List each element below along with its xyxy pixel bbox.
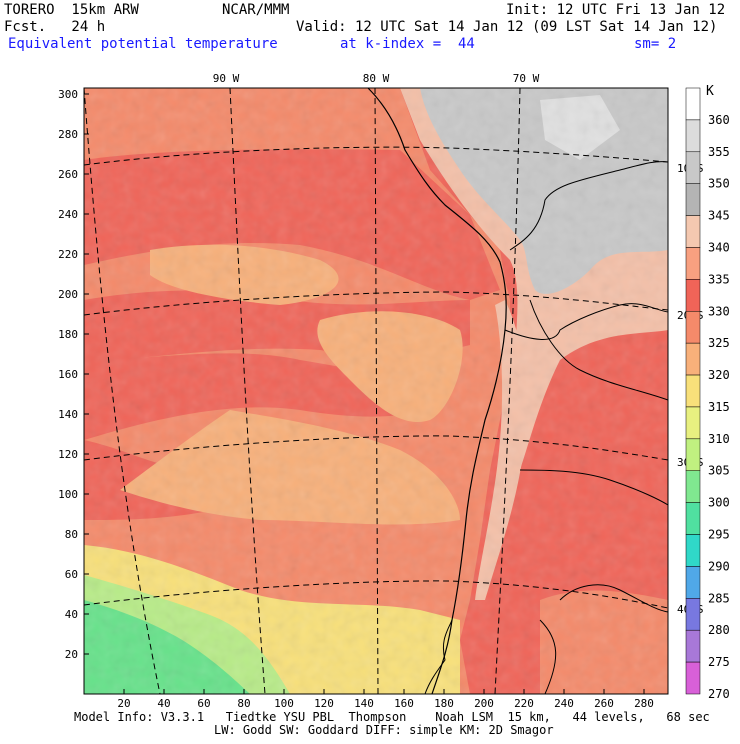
- colorbar-swatch: [685, 470, 701, 503]
- lon-label-90w: 90 W: [213, 72, 240, 85]
- y-tick-label: 20: [65, 648, 78, 661]
- x-tick-label: 40: [157, 697, 170, 710]
- colorbar-swatch: [685, 566, 701, 599]
- colorbar-swatch: [685, 279, 701, 312]
- x-tick-label: 240: [554, 697, 574, 710]
- y-tick-label: 100: [58, 488, 78, 501]
- y-tick-label: 160: [58, 368, 78, 381]
- colorbar: 360 355 350 345 340 335 330 325 320 315 310 305 300 2…: [685, 87, 730, 701]
- colorbar-label: 335: [708, 272, 730, 286]
- colorbar-label: 305: [708, 464, 730, 478]
- y-tick-label: 80: [65, 528, 78, 541]
- plot-frame: [83, 87, 669, 695]
- smoothing-info: sm= 2: [634, 36, 677, 52]
- colorbar-label: 280: [708, 623, 730, 637]
- colorbar-label: 270: [708, 687, 730, 701]
- y-tick-label: 60: [65, 568, 78, 581]
- init-time: Init: 12 UTC Fri 13 Jan 12: [506, 2, 726, 18]
- lon-label-80w: 80 W: [363, 72, 390, 85]
- colorbar-swatch: [685, 661, 701, 695]
- x-tick-label: 100: [274, 697, 294, 710]
- colorbar-swatch: [685, 311, 701, 344]
- x-tick-label: 120: [314, 697, 334, 710]
- colorbar-label: 340: [708, 240, 730, 254]
- colorbar-swatch: [685, 183, 701, 216]
- colorbar-swatch: [685, 502, 701, 535]
- footer-model-info: Model Info: V3.3.1 Tiedtke YSU PBL Thomp…: [74, 710, 710, 724]
- y-tick-label: 260: [58, 168, 78, 181]
- colorbar-label: 310: [708, 432, 730, 446]
- model-name: TORERO 15km ARW: [4, 2, 139, 18]
- y-axis: 20 40 60 80 100 120 140 160 180 200 220 240 260 280 30…: [58, 88, 89, 661]
- x-tick-label: 180: [434, 697, 454, 710]
- x-axis: 20 40 60 80 100 120 140 160 180 200 220 240 260 280: [117, 689, 654, 710]
- colorbar-label: 300: [708, 496, 730, 510]
- colorbar-swatch: [685, 342, 701, 376]
- x-tick-label: 280: [634, 697, 654, 710]
- colorbar-label: 325: [708, 336, 730, 350]
- x-tick-label: 60: [197, 697, 210, 710]
- x-tick-label: 80: [237, 697, 250, 710]
- y-tick-label: 280: [58, 128, 78, 141]
- colorbar-label: 315: [708, 400, 730, 414]
- x-tick-label: 20: [117, 697, 130, 710]
- institution: NCAR/MMM: [222, 2, 290, 18]
- colorbar-swatch: [685, 247, 701, 280]
- x-tick-label: 200: [474, 697, 494, 710]
- y-tick-label: 240: [58, 208, 78, 221]
- colorbar-swatch: [685, 598, 701, 631]
- colorbar-label: 275: [708, 655, 730, 669]
- footer-physics-info: LW: Godd SW: Goddard DIFF: simple KM: 2D…: [214, 723, 554, 737]
- field-shading: [84, 88, 668, 694]
- x-tick-label: 140: [354, 697, 374, 710]
- y-tick-label: 180: [58, 328, 78, 341]
- y-tick-label: 140: [58, 408, 78, 421]
- colorbar-swatch: [685, 629, 701, 663]
- level-info: at k-index = 44: [340, 36, 475, 52]
- colorbar-swatch: [685, 374, 701, 408]
- forecast-hour: Fcst. 24 h: [4, 19, 106, 35]
- y-tick-label: 200: [58, 288, 78, 301]
- x-tick-label: 160: [394, 697, 414, 710]
- colorbar-swatch: [685, 215, 701, 248]
- colorbar-label: 285: [708, 591, 730, 605]
- colorbar-swatch: [685, 438, 701, 471]
- colorbar-swatch: [685, 406, 701, 440]
- x-tick-label: 220: [514, 697, 534, 710]
- y-tick-label: 40: [65, 608, 78, 621]
- y-tick-label: 120: [58, 448, 78, 461]
- colorbar-label: 345: [708, 209, 730, 223]
- y-tick-label: 300: [58, 88, 78, 101]
- colorbar-swatch: [685, 151, 701, 184]
- colorbar-label: 330: [708, 304, 730, 318]
- colorbar-swatch: [685, 87, 701, 121]
- colorbar-swatch: [685, 534, 701, 567]
- colorbar-label: 320: [708, 368, 730, 382]
- lon-label-70w: 70 W: [513, 72, 540, 85]
- colorbar-swatch: [685, 119, 701, 153]
- x-tick-label: 260: [594, 697, 614, 710]
- colorbar-label: 295: [708, 528, 730, 542]
- colorbar-label: 360: [708, 113, 730, 127]
- field-name: Equivalent potential temperature: [8, 36, 278, 52]
- colorbar-label: 355: [708, 145, 730, 159]
- colorbar-unit: K: [706, 84, 714, 99]
- colorbar-label: 350: [708, 177, 730, 191]
- valid-time: Valid: 12 UTC Sat 14 Jan 12 (09 LST Sat …: [296, 19, 718, 35]
- colorbar-label: 290: [708, 559, 730, 573]
- y-tick-label: 220: [58, 248, 78, 261]
